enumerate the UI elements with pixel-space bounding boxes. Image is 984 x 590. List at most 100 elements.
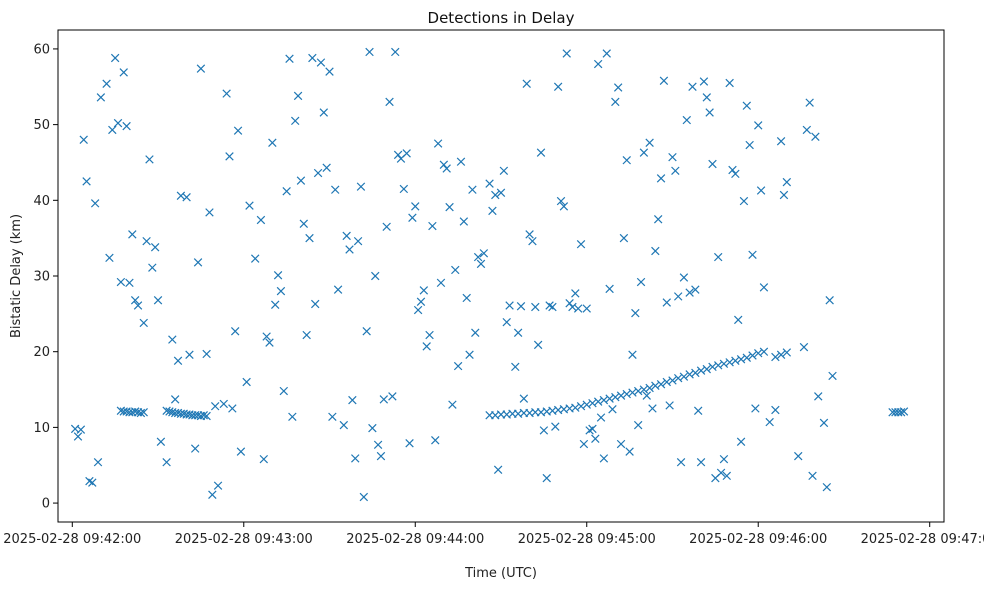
data-point bbox=[782, 348, 792, 357]
data-point bbox=[651, 381, 660, 390]
data-point bbox=[416, 297, 426, 306]
data-point bbox=[428, 221, 437, 231]
data-point bbox=[751, 404, 760, 413]
data-point bbox=[671, 166, 680, 176]
data-point bbox=[899, 407, 909, 416]
scatter-series bbox=[162, 406, 211, 421]
data-point bbox=[576, 401, 586, 411]
data-point bbox=[579, 439, 589, 449]
data-point bbox=[245, 201, 254, 210]
data-point bbox=[776, 350, 786, 359]
data-point bbox=[105, 253, 114, 263]
x-tick-label: 2025-02-28 09:47:00 bbox=[861, 532, 984, 547]
data-point bbox=[771, 405, 780, 415]
data-point bbox=[822, 482, 832, 492]
data-point bbox=[170, 395, 180, 404]
data-point bbox=[539, 426, 549, 435]
data-point bbox=[262, 332, 271, 341]
data-point bbox=[79, 135, 88, 144]
data-point bbox=[656, 380, 666, 389]
data-point bbox=[705, 108, 714, 117]
data-point bbox=[591, 434, 600, 443]
data-point bbox=[719, 454, 729, 464]
data-point bbox=[522, 79, 531, 88]
data-point bbox=[328, 412, 337, 422]
data-point bbox=[616, 391, 626, 400]
data-point bbox=[759, 347, 769, 356]
data-point bbox=[696, 366, 706, 375]
data-point bbox=[202, 411, 211, 421]
data-point bbox=[802, 125, 812, 135]
data-point bbox=[125, 278, 134, 288]
data-point bbox=[653, 215, 663, 224]
data-point bbox=[708, 362, 717, 372]
data-point bbox=[139, 318, 148, 328]
data-point bbox=[742, 101, 752, 110]
data-point bbox=[185, 350, 194, 359]
data-point bbox=[365, 47, 374, 57]
data-point bbox=[190, 444, 200, 453]
data-point bbox=[165, 407, 174, 416]
data-point bbox=[210, 401, 220, 411]
data-point bbox=[156, 437, 166, 446]
x-tick-label: 2025-02-28 09:45:00 bbox=[518, 532, 656, 547]
data-point bbox=[299, 219, 309, 228]
data-point bbox=[593, 59, 603, 69]
data-point bbox=[542, 473, 551, 483]
data-point bbox=[596, 413, 606, 422]
scatter-series bbox=[116, 406, 148, 418]
data-point bbox=[110, 53, 120, 63]
data-point bbox=[536, 148, 546, 157]
data-point bbox=[442, 164, 451, 173]
data-point bbox=[799, 342, 809, 352]
data-point bbox=[433, 139, 443, 148]
data-point bbox=[371, 271, 380, 281]
data-point bbox=[602, 49, 611, 58]
data-point bbox=[290, 116, 300, 126]
data-point bbox=[359, 492, 369, 502]
data-point bbox=[293, 91, 303, 101]
data-point bbox=[625, 447, 634, 456]
data-point bbox=[582, 304, 591, 313]
data-point bbox=[451, 265, 460, 275]
data-point bbox=[422, 342, 431, 351]
data-point bbox=[679, 273, 689, 282]
data-point bbox=[576, 239, 586, 249]
data-point bbox=[230, 327, 240, 336]
data-point bbox=[311, 299, 320, 309]
data-point bbox=[130, 407, 140, 416]
data-point bbox=[496, 188, 506, 197]
data-point bbox=[605, 394, 614, 403]
data-point bbox=[285, 54, 294, 63]
data-point bbox=[516, 302, 526, 311]
data-point bbox=[445, 202, 454, 212]
data-point bbox=[296, 176, 306, 185]
data-point bbox=[608, 404, 617, 414]
data-point bbox=[325, 67, 334, 76]
y-tick-label: 10 bbox=[33, 421, 50, 436]
data-point bbox=[682, 115, 691, 125]
data-point bbox=[556, 196, 566, 206]
data-point bbox=[425, 330, 434, 340]
data-point bbox=[376, 451, 386, 461]
data-point bbox=[636, 277, 646, 287]
data-point bbox=[479, 249, 489, 258]
data-point bbox=[588, 398, 597, 408]
data-point bbox=[662, 298, 671, 307]
data-point bbox=[468, 185, 477, 194]
data-point bbox=[673, 373, 683, 383]
data-point bbox=[505, 301, 514, 310]
data-point bbox=[499, 166, 509, 176]
scatter-series bbox=[70, 47, 837, 502]
x-tick-label: 2025-02-28 09:43:00 bbox=[175, 532, 313, 547]
data-point bbox=[353, 236, 363, 246]
data-point bbox=[551, 422, 560, 431]
data-point bbox=[471, 328, 480, 337]
data-point bbox=[196, 64, 206, 73]
data-point bbox=[716, 468, 726, 478]
data-point bbox=[225, 152, 234, 161]
data-point bbox=[393, 150, 403, 160]
data-point bbox=[82, 177, 91, 186]
